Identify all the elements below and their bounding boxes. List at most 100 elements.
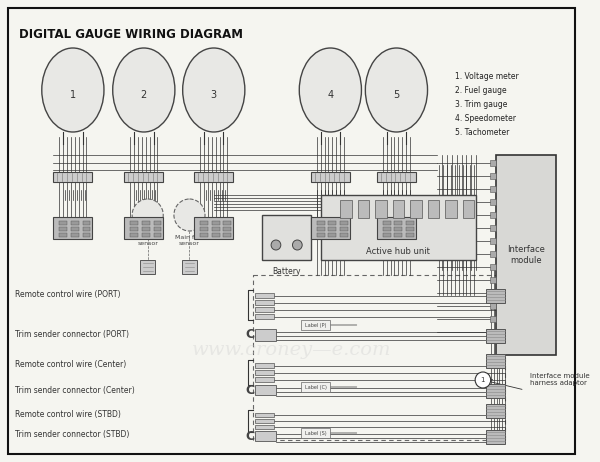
Bar — [490, 225, 496, 231]
Text: 4: 4 — [328, 90, 334, 100]
Text: 4. Speedometer: 4. Speedometer — [455, 114, 516, 123]
Bar — [340, 200, 352, 218]
Bar — [410, 200, 422, 218]
Text: Battery: Battery — [272, 267, 301, 276]
Bar — [254, 314, 274, 319]
Bar — [130, 233, 138, 237]
Bar — [406, 221, 414, 225]
Bar — [140, 260, 155, 274]
Bar — [59, 221, 67, 225]
Bar — [394, 227, 402, 231]
Bar — [358, 200, 369, 218]
Bar — [254, 293, 274, 298]
Bar — [406, 227, 414, 231]
Bar — [254, 419, 274, 423]
Bar — [83, 221, 91, 225]
Bar — [377, 172, 416, 182]
Text: Label (S): Label (S) — [305, 432, 326, 437]
Text: Remote control wire (Center): Remote control wire (Center) — [14, 360, 126, 370]
Bar — [254, 307, 274, 312]
Bar — [490, 212, 496, 218]
Ellipse shape — [299, 48, 361, 132]
Text: Remote control wire (STBD): Remote control wire (STBD) — [14, 411, 121, 419]
Text: Interface module
harness adaptor: Interface module harness adaptor — [530, 373, 589, 387]
Text: 3. Trim gauge: 3. Trim gauge — [455, 100, 507, 109]
Bar — [301, 320, 331, 330]
Bar — [428, 200, 439, 218]
Circle shape — [271, 240, 281, 250]
Bar — [490, 316, 496, 322]
Ellipse shape — [365, 48, 428, 132]
Bar — [124, 172, 163, 182]
Bar — [328, 233, 336, 237]
Bar — [490, 277, 496, 283]
Bar — [317, 221, 325, 225]
Circle shape — [174, 199, 205, 231]
Bar — [486, 329, 505, 343]
Text: www.croney—e.com: www.croney—e.com — [192, 341, 391, 359]
Bar — [445, 200, 457, 218]
Bar — [254, 425, 274, 429]
Bar — [392, 200, 404, 218]
Bar — [486, 289, 505, 303]
Bar — [490, 303, 496, 309]
Text: Label (P): Label (P) — [305, 323, 326, 328]
Bar — [154, 221, 161, 225]
Text: DIGITAL GAUGE WIRING DIAGRAM: DIGITAL GAUGE WIRING DIAGRAM — [19, 28, 244, 41]
Bar — [254, 385, 276, 395]
Bar — [490, 264, 496, 270]
Bar — [154, 227, 161, 231]
Bar — [71, 227, 79, 231]
Bar — [254, 329, 276, 341]
Bar — [328, 227, 336, 231]
Bar — [383, 233, 391, 237]
Bar — [311, 217, 350, 239]
Text: Trim sender connector (PORT): Trim sender connector (PORT) — [14, 330, 128, 340]
Bar — [340, 233, 348, 237]
Bar — [130, 227, 138, 231]
Bar — [317, 233, 325, 237]
Ellipse shape — [42, 48, 104, 132]
Bar — [311, 172, 350, 182]
Bar — [253, 275, 505, 440]
Bar — [406, 233, 414, 237]
Text: Trim sender connector (Center): Trim sender connector (Center) — [14, 385, 134, 395]
Bar — [212, 233, 220, 237]
Bar — [320, 195, 476, 260]
Bar — [486, 384, 505, 398]
Bar — [59, 227, 67, 231]
Text: Sub fuel
sensor: Sub fuel sensor — [135, 235, 161, 246]
Bar — [490, 238, 496, 244]
Bar — [71, 233, 79, 237]
Bar — [262, 215, 311, 260]
Bar — [328, 221, 336, 225]
Bar — [194, 172, 233, 182]
Bar — [124, 217, 163, 239]
Text: 3: 3 — [211, 90, 217, 100]
Bar — [463, 200, 474, 218]
Circle shape — [292, 240, 302, 250]
Bar — [53, 217, 92, 239]
Bar — [130, 221, 138, 225]
Bar — [53, 172, 92, 182]
Text: Trim sender connector (STBD): Trim sender connector (STBD) — [14, 431, 129, 439]
Bar — [200, 227, 208, 231]
Text: 2: 2 — [140, 90, 147, 100]
Bar — [83, 227, 91, 231]
Text: 2. Fuel gauge: 2. Fuel gauge — [455, 86, 506, 95]
Bar — [212, 221, 220, 225]
Bar — [340, 221, 348, 225]
Bar — [194, 217, 233, 239]
Bar — [490, 251, 496, 257]
Bar — [486, 430, 505, 444]
Bar — [383, 227, 391, 231]
Text: 5: 5 — [394, 90, 400, 100]
Bar — [490, 199, 496, 205]
Bar — [486, 404, 505, 418]
Bar — [490, 290, 496, 296]
Bar — [490, 160, 496, 166]
Text: Main fuel
sensor: Main fuel sensor — [175, 235, 204, 246]
Ellipse shape — [182, 48, 245, 132]
Text: C: C — [245, 430, 254, 443]
Bar — [254, 363, 274, 368]
